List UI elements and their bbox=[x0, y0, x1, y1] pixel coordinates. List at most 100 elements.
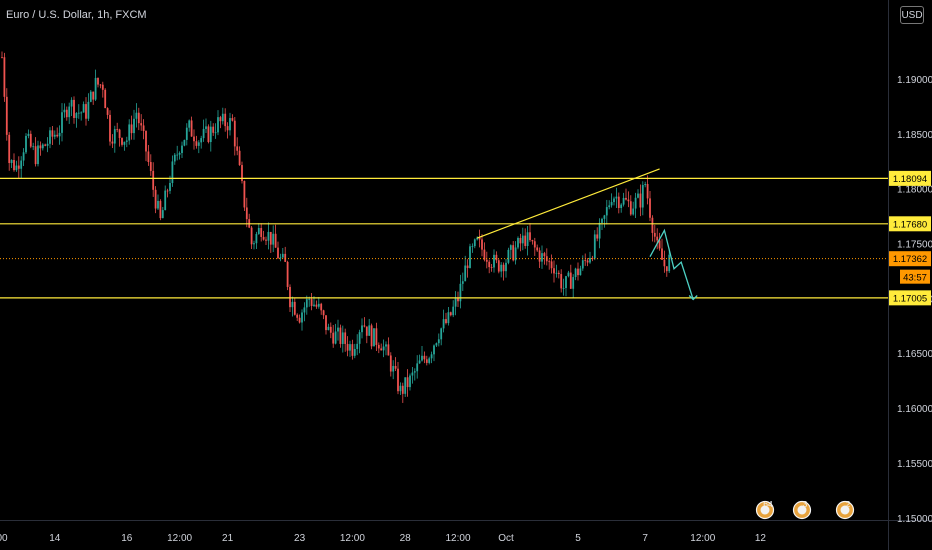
x-tick-label: 16 bbox=[121, 533, 133, 544]
candle-body bbox=[601, 218, 603, 223]
candle-body bbox=[137, 112, 140, 124]
candle-body bbox=[404, 377, 407, 394]
candle-body bbox=[231, 118, 234, 121]
candle-body bbox=[135, 112, 138, 119]
candle-body bbox=[224, 113, 227, 127]
candle-body bbox=[73, 99, 75, 118]
candle-body bbox=[629, 201, 632, 215]
candle-body bbox=[382, 346, 385, 351]
candle-body bbox=[613, 198, 615, 203]
candle-body bbox=[200, 138, 203, 143]
candle-body bbox=[641, 185, 644, 208]
candle-body bbox=[334, 331, 337, 344]
candle-body bbox=[653, 232, 656, 237]
candle-body bbox=[123, 141, 126, 145]
candle-body bbox=[111, 141, 114, 144]
candle-body bbox=[481, 239, 483, 250]
candle-body bbox=[517, 237, 519, 248]
candle-body bbox=[423, 355, 426, 360]
candle-body bbox=[20, 160, 23, 169]
candle-body bbox=[245, 207, 248, 220]
earnings-badge-value: 64 bbox=[763, 499, 773, 509]
candle-body bbox=[332, 332, 335, 344]
candle-body bbox=[567, 272, 570, 277]
candle-body bbox=[368, 325, 371, 336]
candle-body bbox=[632, 208, 635, 215]
countdown-label: 43:57 bbox=[903, 273, 927, 284]
candle-body bbox=[173, 154, 176, 162]
candle-body bbox=[293, 301, 296, 315]
candle-body bbox=[337, 327, 339, 332]
candle-body bbox=[147, 151, 150, 163]
x-tick-label: 12:00 bbox=[340, 533, 365, 544]
candle-body bbox=[68, 106, 71, 118]
candle-body bbox=[327, 326, 330, 331]
candle-body bbox=[425, 359, 428, 363]
candle-body bbox=[70, 99, 73, 107]
candle-body bbox=[485, 259, 488, 262]
candle-body bbox=[322, 310, 325, 316]
candle-body bbox=[262, 236, 265, 240]
candle-body bbox=[27, 133, 30, 136]
candle-body bbox=[617, 196, 620, 209]
candle-body bbox=[142, 125, 145, 132]
candle-body bbox=[82, 104, 85, 113]
candle-body bbox=[399, 385, 402, 392]
candle-body bbox=[471, 246, 474, 247]
candle-body bbox=[442, 319, 445, 329]
candle-body bbox=[277, 247, 279, 259]
candle-body bbox=[507, 249, 510, 263]
candle-body bbox=[550, 261, 553, 269]
candle-body bbox=[397, 368, 399, 392]
candle-body bbox=[435, 343, 438, 346]
candle-body bbox=[53, 134, 56, 137]
candle-body bbox=[176, 154, 179, 156]
candle-body bbox=[406, 377, 409, 388]
candle-body bbox=[226, 126, 229, 131]
candle-body bbox=[267, 231, 270, 241]
candle-body bbox=[255, 233, 258, 244]
candle-body bbox=[22, 152, 25, 161]
candle-body bbox=[445, 319, 447, 324]
candle-body bbox=[80, 112, 83, 114]
candle-body bbox=[620, 204, 623, 209]
candle-body bbox=[610, 202, 613, 206]
candle-body bbox=[77, 112, 80, 114]
candle-body bbox=[185, 127, 188, 140]
candle-body bbox=[454, 298, 457, 307]
candle-body bbox=[579, 268, 582, 276]
currency-button[interactable]: USD bbox=[900, 6, 924, 24]
candle-body bbox=[56, 134, 59, 137]
level-price-label-bg bbox=[889, 216, 931, 232]
candle-body bbox=[512, 245, 515, 261]
candle-body bbox=[279, 257, 282, 259]
candle-body bbox=[243, 181, 246, 208]
candle-body bbox=[34, 146, 37, 165]
candle-body bbox=[373, 328, 375, 347]
candle-body bbox=[392, 365, 395, 372]
candle-body bbox=[625, 197, 627, 200]
x-tick-label: 7 bbox=[642, 533, 648, 544]
candle-body bbox=[260, 228, 263, 237]
x-tick-label: 12:00 bbox=[167, 533, 192, 544]
level-price-label: 1.18094 bbox=[893, 174, 927, 185]
candle-body bbox=[315, 304, 318, 307]
y-tick-label: 1.15500 bbox=[897, 459, 932, 470]
candle-body bbox=[145, 131, 147, 152]
candle-body bbox=[401, 385, 404, 394]
candle-body bbox=[447, 312, 450, 324]
candle-body bbox=[591, 257, 594, 259]
candle-body bbox=[668, 254, 671, 272]
candle-body bbox=[538, 250, 541, 262]
candle-body bbox=[584, 260, 587, 262]
candle-body bbox=[555, 272, 558, 274]
y-tick-label: 1.18000 bbox=[897, 185, 932, 196]
candle-body bbox=[164, 190, 167, 211]
earnings-badge-face bbox=[797, 505, 807, 515]
candle-body bbox=[370, 325, 373, 347]
projection-path bbox=[649, 228, 694, 300]
candle-body bbox=[656, 236, 659, 241]
candle-body bbox=[301, 312, 303, 323]
candle-body bbox=[483, 249, 486, 260]
